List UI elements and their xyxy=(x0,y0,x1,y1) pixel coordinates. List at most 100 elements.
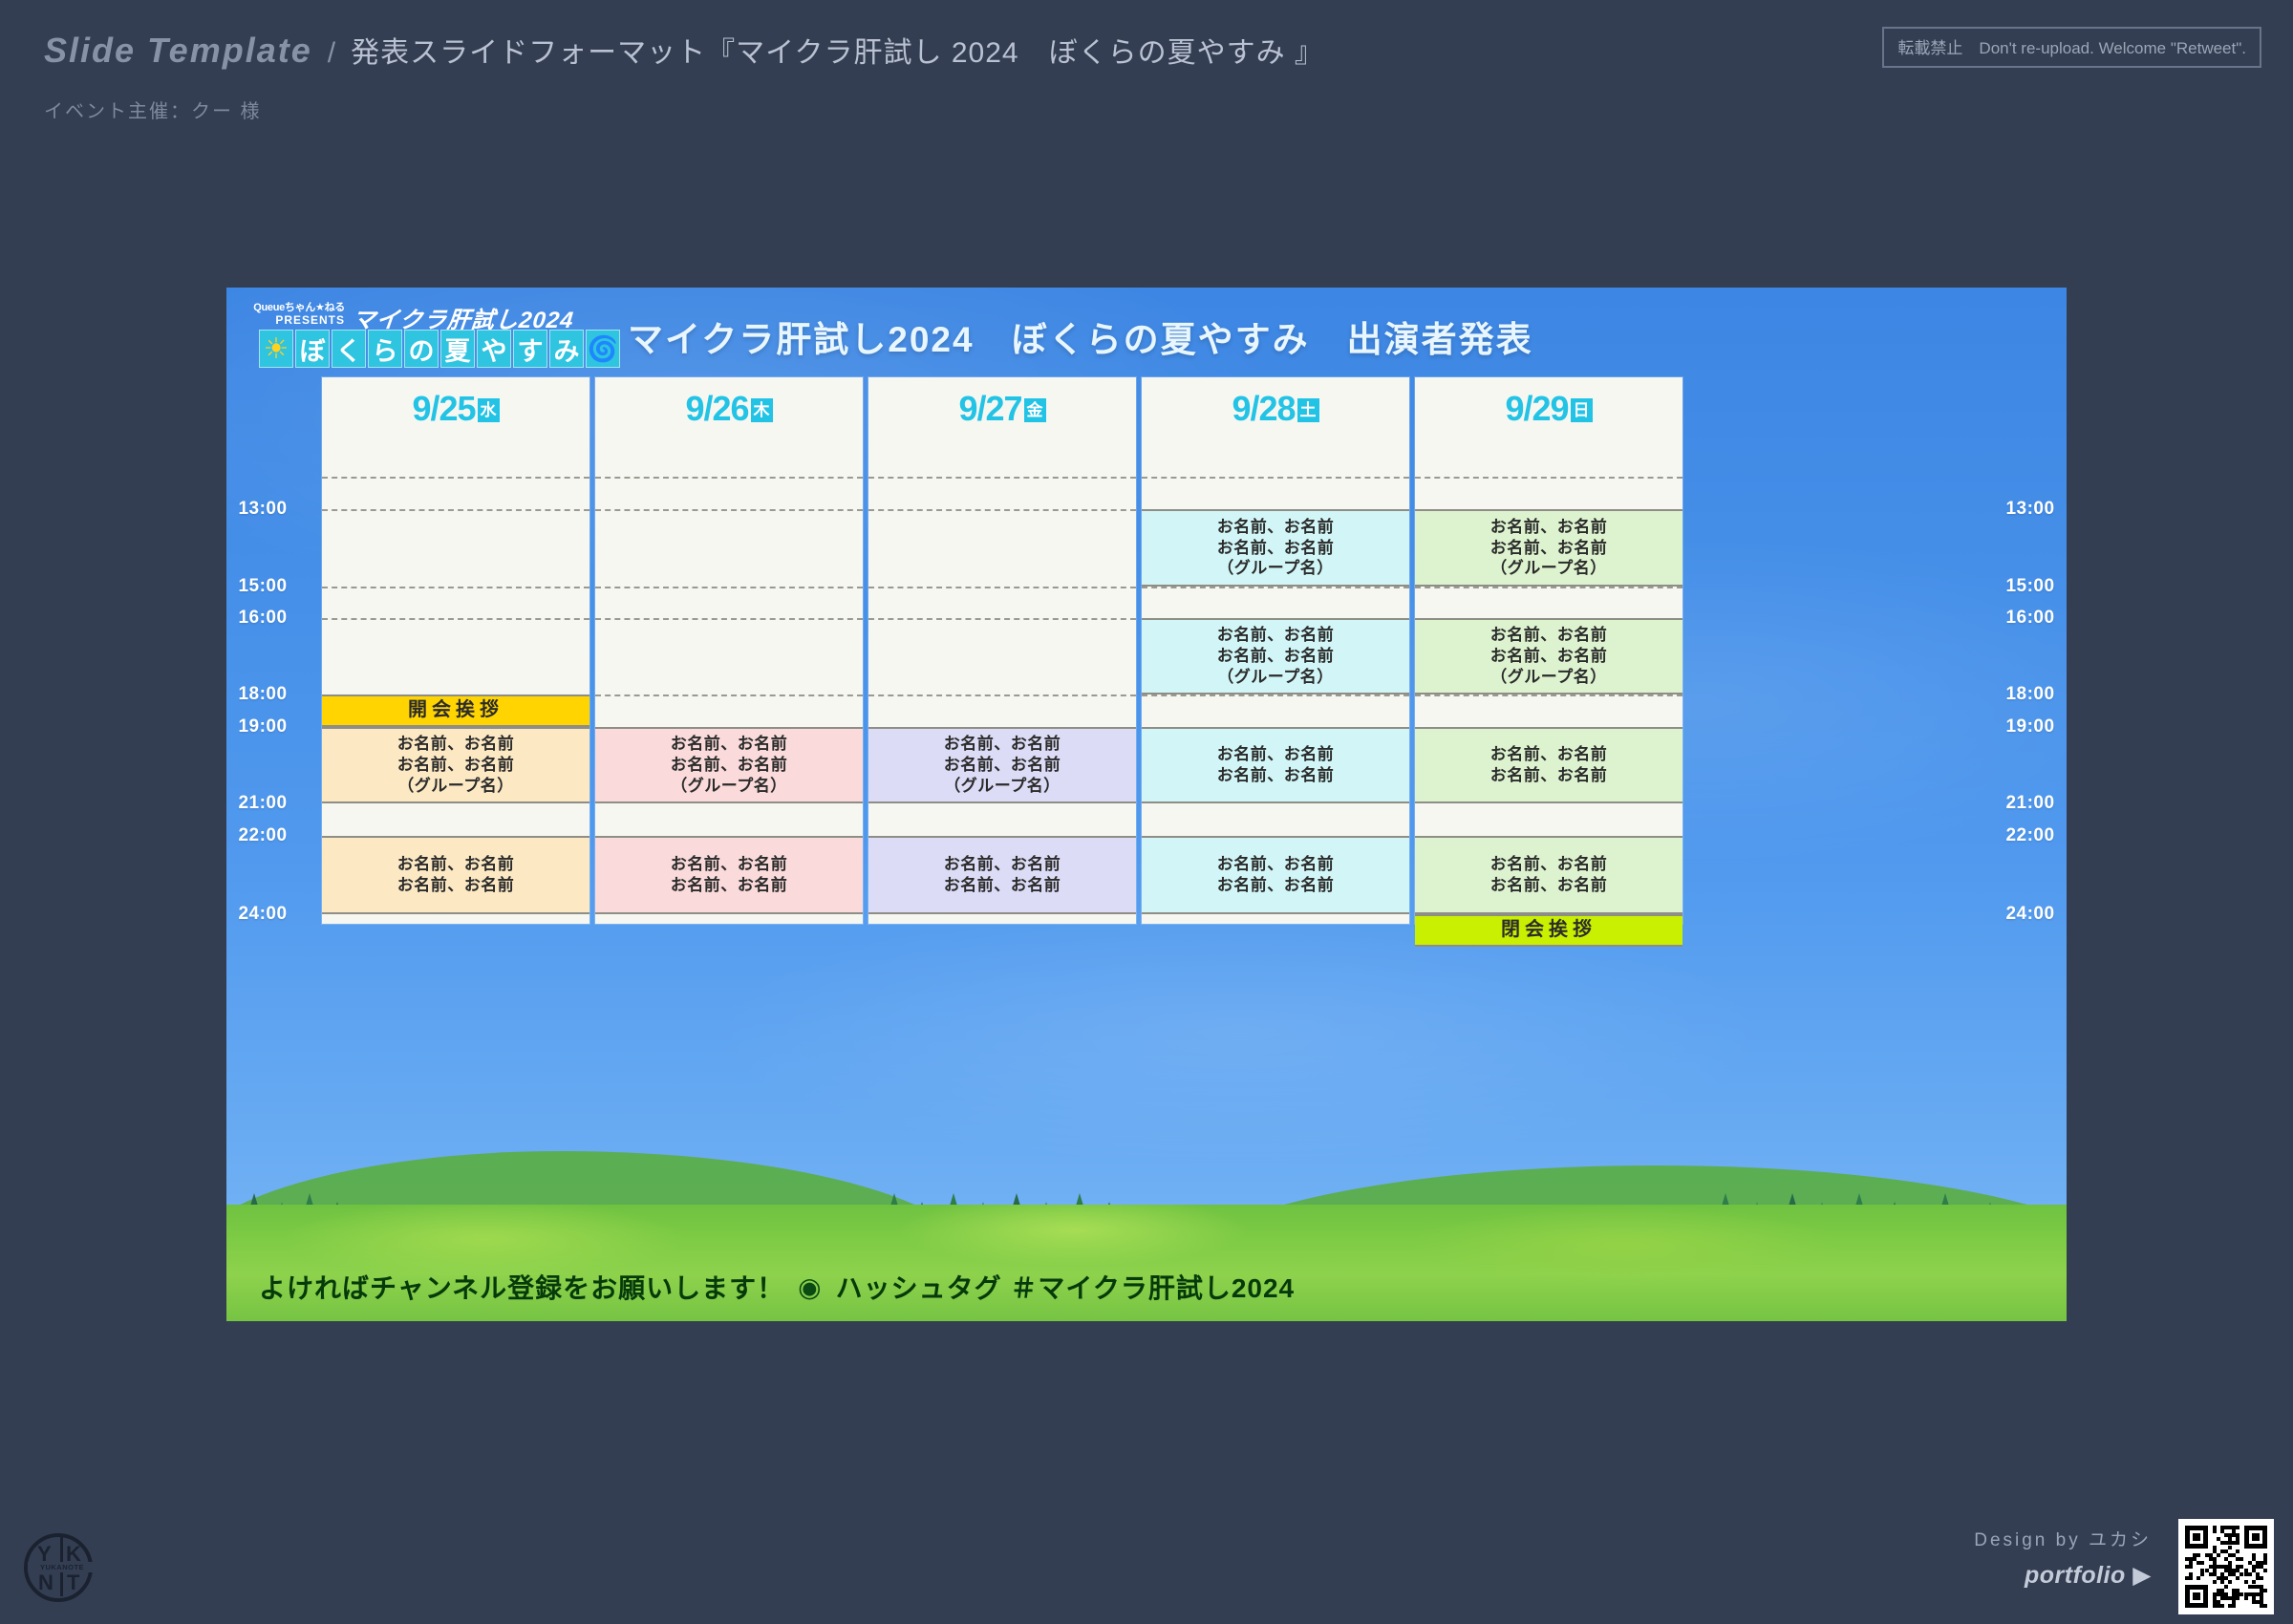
time-label-1600-left: 16:00 xyxy=(238,608,288,628)
gridline xyxy=(1415,477,1682,479)
slot-text-line: お名前、お名前 xyxy=(1489,855,1608,874)
day-column-9-27[interactable]: 9/27 金お名前、お名前 お名前、お名前 （グループ名） お名前、お名前 お名前、お名前 xyxy=(868,377,1136,924)
gridline xyxy=(595,694,863,696)
day-column-body: お名前、お名前 お名前、お名前 （グループ名） お名前、お名前 お名前、お名前 xyxy=(595,440,863,924)
gridline xyxy=(1415,587,1682,588)
schedule-slot-cell[interactable]: お名前、お名前 お名前、お名前 （グループ名） xyxy=(1415,509,1682,587)
slot-text-line: （グループ名） xyxy=(397,776,514,795)
slot-text-line: お名前、お名前 xyxy=(943,855,1061,874)
day-date-label: 9/27 xyxy=(958,389,1022,428)
day-weekday-badge: 水 xyxy=(477,397,500,422)
logo-char-6: や xyxy=(477,330,511,368)
gridline xyxy=(322,509,589,511)
slot-text-line: お名前、お名前 xyxy=(1216,626,1335,645)
qr-finder-pattern xyxy=(2185,1526,2208,1549)
time-label-2100-right: 21:00 xyxy=(2005,793,2055,813)
gridline xyxy=(868,618,1136,620)
logo-letter-y: Y xyxy=(37,1542,53,1566)
schedule-slot-cell[interactable]: お名前、お名前 お名前、お名前 xyxy=(1142,836,1409,914)
grass-foreground xyxy=(226,1205,2067,1321)
gridline xyxy=(322,618,589,620)
day-column-body: お名前、お名前 お名前、お名前 （グループ名） お名前、お名前 お名前、お名前 xyxy=(868,440,1136,924)
slot-text-line: お名前、お名前 xyxy=(1489,647,1608,666)
schedule-slot-cell[interactable]: お名前、お名前 お名前、お名前 xyxy=(868,836,1136,914)
slot-text-line: （グループ名） xyxy=(1490,559,1607,578)
logo-char-3: ら xyxy=(368,330,402,368)
time-label-1500-right: 15:00 xyxy=(2005,576,2055,596)
logo-channel-name: Queueちゃん★ねる xyxy=(253,302,345,313)
schedule-slot-cell[interactable]: お名前、お名前 お名前、お名前 （グループ名） xyxy=(322,727,589,803)
slot-text-line: （グループ名） xyxy=(944,776,1061,795)
day-column-body: お名前、お名前 お名前、お名前 （グループ名） お名前、お名前 お名前、お名前 （グループ… xyxy=(1415,440,1682,947)
gridline xyxy=(1142,587,1409,588)
time-label-1900-left: 19:00 xyxy=(238,716,288,737)
schedule-slot-cell[interactable]: お名前、お名前 お名前、お名前 （グループ名） xyxy=(1142,618,1409,694)
day-column-9-28[interactable]: 9/28 土お名前、お名前 お名前、お名前 （グループ名） お名前、お名前 お名前、お名前… xyxy=(1142,377,1409,924)
schedule-banner-cell[interactable]: 閉会挨拶 xyxy=(1415,914,1682,947)
slot-text-line: （グループ名） xyxy=(671,776,787,795)
logo-wordmark: YUKANOTE xyxy=(28,1562,96,1572)
day-weekday-badge: 金 xyxy=(1023,397,1046,422)
time-label-2200-left: 22:00 xyxy=(238,825,288,845)
schedule-slot-cell[interactable]: お名前、お名前 お名前、お名前 xyxy=(1415,836,1682,914)
schedule-slot-cell[interactable]: お名前、お名前 お名前、お名前 （グループ名） xyxy=(595,727,863,803)
time-axis-left: 13:00 15:00 16:00 18:00 19:00 21:00 22:00 24:00 xyxy=(226,377,307,924)
slot-text-line: お名前、お名前 xyxy=(1489,745,1608,764)
swirl-icon: ◉ xyxy=(798,1271,823,1302)
slot-text-line: お名前、お名前 xyxy=(670,855,788,874)
gridline xyxy=(1142,694,1409,696)
day-column-body: 開会挨拶お名前、お名前 お名前、お名前 （グループ名） お名前、お名前 お名前、お名前 xyxy=(322,440,589,924)
slot-text-line: お名前、お名前 xyxy=(1216,876,1335,894)
slot-text-line: お名前、お名前 xyxy=(396,876,515,894)
gridline xyxy=(322,587,589,588)
timetable: 13:00 15:00 16:00 18:00 19:00 21:00 22:00 24:00… xyxy=(226,377,2067,947)
day-column-9-29[interactable]: 9/29 日お名前、お名前 お名前、お名前 （グループ名） お名前、お名前 お名前、お名前… xyxy=(1415,377,1682,947)
slide-footer-bar: よければチャンネル登録をお願いします！ ◉ ハッシュタグ ＃マイクラ肝試し202… xyxy=(226,1252,2067,1321)
time-label-2400-right: 24:00 xyxy=(2005,904,2055,924)
schedule-slot-cell[interactable]: お名前、お名前 お名前、お名前 xyxy=(322,836,589,914)
design-by-label: Design by ユカシ xyxy=(1974,1530,2152,1550)
gridline xyxy=(1415,694,1682,696)
slot-text-line: 開会挨拶 xyxy=(408,699,504,721)
page-header: Slide Template / 発表スライドフォーマット『マイクラ肝試し 20… xyxy=(0,0,2293,143)
time-label-2400-left: 24:00 xyxy=(238,904,288,924)
gridline xyxy=(868,509,1136,511)
time-label-1500-left: 15:00 xyxy=(238,576,288,596)
slot-text-line: お名前、お名前 xyxy=(1216,538,1335,557)
schedule-slot-cell[interactable]: お名前、お名前 お名前、お名前 （グループ名） xyxy=(868,727,1136,803)
schedule-banner-cell[interactable]: 開会挨拶 xyxy=(322,694,589,727)
gridline xyxy=(868,477,1136,479)
time-label-1800-right: 18:00 xyxy=(2005,684,2055,704)
breadcrumb-separator: / xyxy=(327,37,336,69)
slot-text-line: お名前、お名前 xyxy=(1216,855,1335,874)
schedule-slot-cell[interactable]: お名前、お名前 お名前、お名前 （グループ名） xyxy=(1142,509,1409,587)
slot-text-line: お名前、お名前 xyxy=(1216,745,1335,764)
schedule-slot-cell[interactable]: お名前、お名前 お名前、お名前 xyxy=(595,836,863,914)
sun-icon: ☀ xyxy=(259,330,293,368)
day-column-9-26[interactable]: 9/26 木お名前、お名前 お名前、お名前 （グループ名） お名前、お名前 お名前、お名前 xyxy=(595,377,863,924)
gridline xyxy=(595,587,863,588)
schedule-slot-cell[interactable]: お名前、お名前 お名前、お名前 （グループ名） xyxy=(1415,618,1682,694)
portfolio-link[interactable]: portfolio ▶ xyxy=(2024,1562,2152,1589)
slot-text-line: お名前、お名前 xyxy=(396,735,515,754)
day-column-9-25[interactable]: 9/25 水開会挨拶 お名前、お名前 お名前、お名前 （グループ名） お名前、お名前 お名前… xyxy=(322,377,589,924)
time-axis-right: 13:00 15:00 16:00 18:00 19:00 21:00 22:00 24:00 xyxy=(1986,377,2067,924)
breadcrumb: Slide Template / 発表スライドフォーマット『マイクラ肝試し 20… xyxy=(44,29,1324,71)
logo-letter-n: N xyxy=(38,1571,54,1594)
slot-text-line: お名前、お名前 xyxy=(670,735,788,754)
slot-text-line: お名前、お名前 xyxy=(1489,876,1608,894)
slot-text-line: お名前、お名前 xyxy=(943,735,1061,754)
slot-text-line: お名前、お名前 xyxy=(943,876,1061,894)
slide-heading: マイクラ肝試し2024 ぼくらの夏やすみ 出演者発表 xyxy=(628,320,1533,359)
gridline xyxy=(595,509,863,511)
gridline xyxy=(322,477,589,479)
portfolio-qr-code[interactable] xyxy=(2178,1519,2274,1614)
logo-char-7: す xyxy=(513,330,547,368)
schedule-slot-cell[interactable]: お名前、お名前 お名前、お名前 xyxy=(1415,727,1682,803)
gridline xyxy=(595,618,863,620)
hashtag-text: ハッシュタグ ＃マイクラ肝試し2024 xyxy=(835,1273,1296,1303)
time-label-1900-right: 19:00 xyxy=(2005,716,2055,737)
slot-text-line: （グループ名） xyxy=(1217,559,1334,578)
schedule-slot-cell[interactable]: お名前、お名前 お名前、お名前 xyxy=(1142,727,1409,803)
slot-text-line: お名前、お名前 xyxy=(1489,626,1608,645)
